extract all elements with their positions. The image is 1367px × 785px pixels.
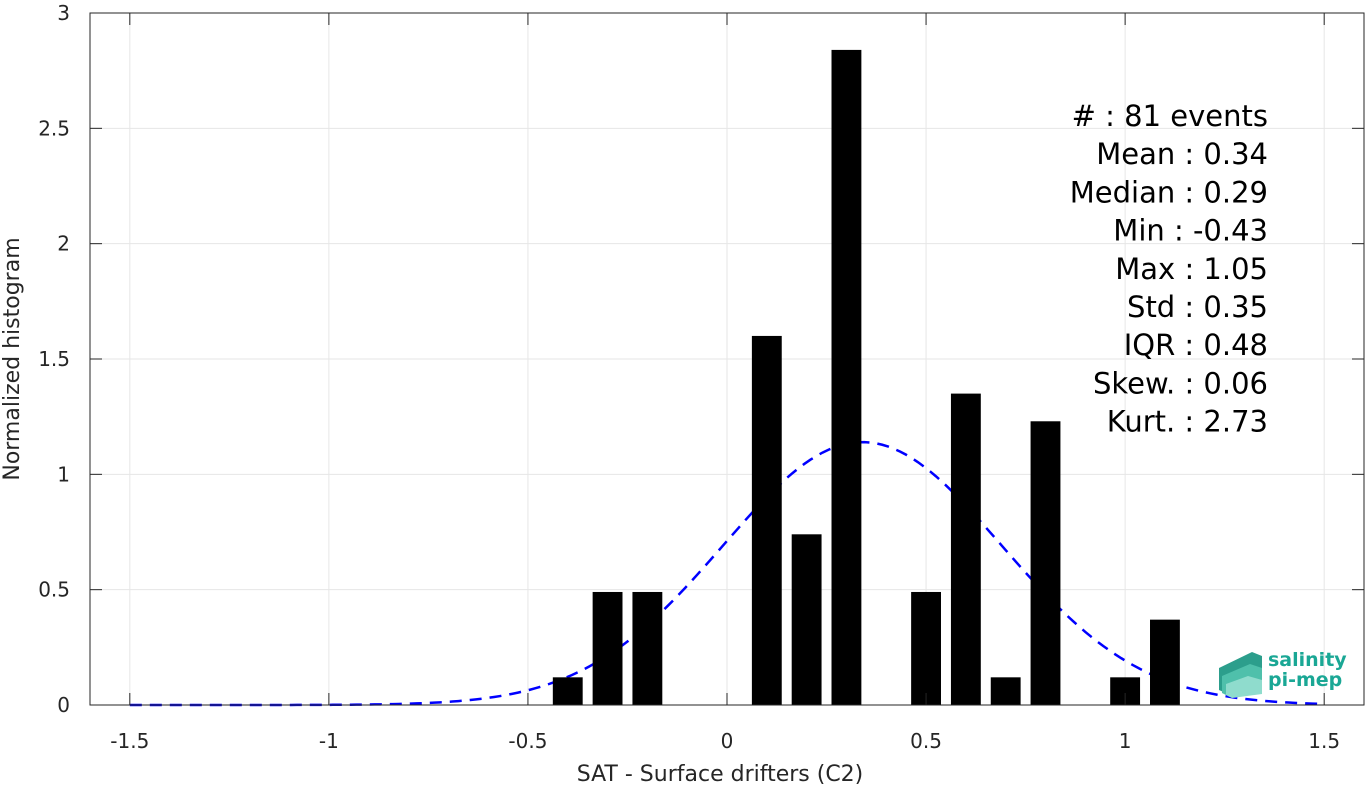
x-tick-label: -0.5 bbox=[508, 729, 547, 753]
x-tick-label: -1.5 bbox=[110, 729, 149, 753]
y-tick-label: 0.5 bbox=[38, 578, 70, 602]
histogram-bar bbox=[950, 393, 981, 705]
stats-line: Skew. : 0.06 bbox=[1093, 366, 1268, 400]
x-axis-label: SAT - Surface drifters (C2) bbox=[577, 762, 864, 785]
y-tick-label: 1 bbox=[57, 462, 70, 486]
histogram-bar bbox=[1030, 421, 1061, 705]
stats-line: Std : 0.35 bbox=[1127, 290, 1268, 324]
stats-box: # : 81 events Mean : 0.34 Median : 0.29 Min… bbox=[1070, 99, 1268, 439]
stats-line: # : 81 events bbox=[1072, 99, 1268, 133]
histogram-bar bbox=[552, 677, 583, 705]
y-tick-label: 1.5 bbox=[38, 347, 70, 371]
histogram-bar bbox=[1150, 619, 1180, 705]
y-tick-label: 0 bbox=[57, 693, 70, 717]
histogram-bars bbox=[552, 49, 1180, 705]
histogram-bar bbox=[831, 49, 862, 705]
histogram-bar bbox=[751, 335, 782, 705]
histogram-bar bbox=[791, 534, 822, 705]
x-tick-label: 0 bbox=[721, 729, 734, 753]
y-axis-label: Normalized histogram bbox=[0, 237, 25, 480]
histogram-bar bbox=[911, 591, 941, 705]
stats-line: Min : -0.43 bbox=[1113, 214, 1268, 248]
y-tick-label: 3 bbox=[57, 1, 70, 25]
x-tick-label: 1.5 bbox=[1308, 729, 1340, 753]
stats-line: IQR : 0.48 bbox=[1124, 328, 1268, 362]
histogram-bar bbox=[592, 591, 623, 705]
stats-line: Mean : 0.34 bbox=[1096, 137, 1268, 171]
x-tick-labels: -1.5 -1 -0.5 0 0.5 1 1.5 bbox=[110, 729, 1340, 753]
y-tick-label: 2.5 bbox=[38, 116, 70, 140]
x-tick-label: -1 bbox=[319, 729, 339, 753]
stats-line: Max : 1.05 bbox=[1115, 252, 1268, 286]
axis-ticks bbox=[90, 12, 1364, 706]
histogram-bar bbox=[990, 677, 1021, 705]
logo-text-pi-mep: pi-mep bbox=[1268, 669, 1342, 691]
stats-line: Kurt. : 2.73 bbox=[1107, 405, 1268, 439]
logo-icon bbox=[1219, 652, 1262, 698]
x-tick-label: 0.5 bbox=[910, 729, 942, 753]
histogram-bar bbox=[632, 591, 663, 705]
y-tick-label: 2 bbox=[57, 232, 70, 256]
logo-text-salinity: salinity bbox=[1268, 649, 1347, 671]
salinity-pi-mep-logo: salinity pi-mep bbox=[1219, 649, 1347, 698]
x-tick-label: 1 bbox=[1119, 729, 1132, 753]
stats-line: Median : 0.29 bbox=[1070, 175, 1268, 209]
y-tick-labels: 0 0.5 1 1.5 2 2.5 3 bbox=[38, 1, 70, 717]
